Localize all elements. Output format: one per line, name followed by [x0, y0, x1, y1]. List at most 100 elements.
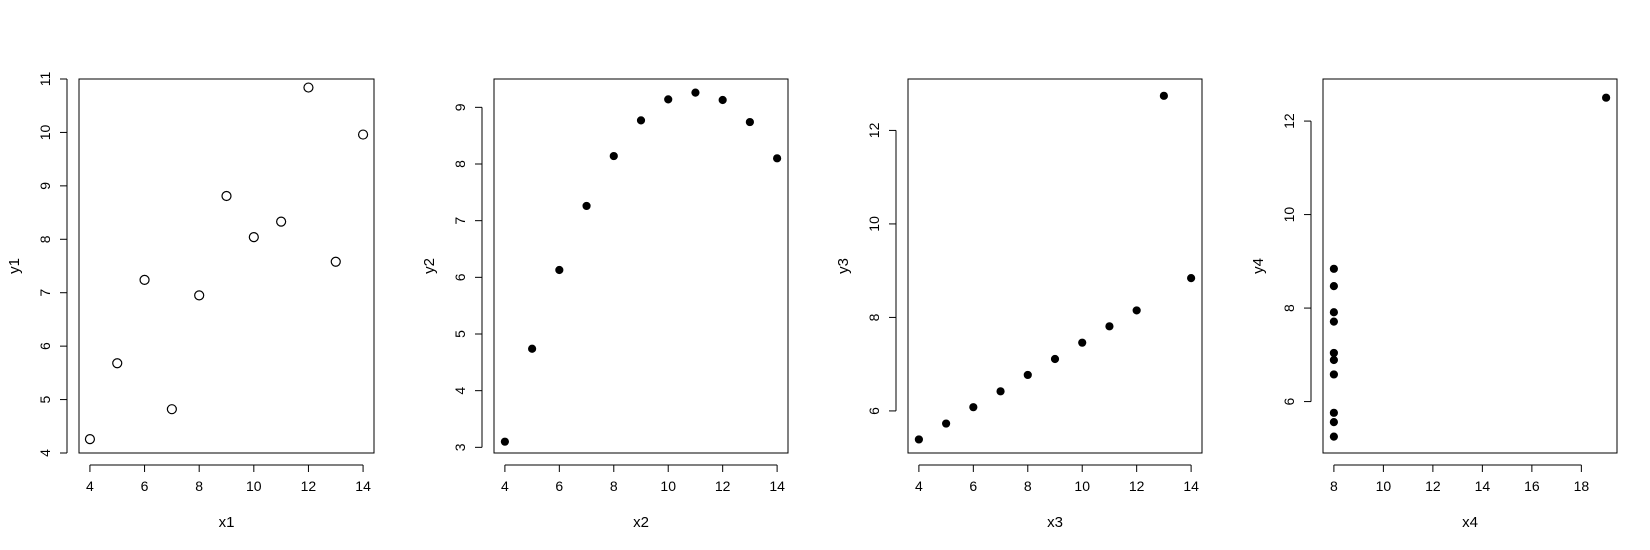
- x-tick-label: 8: [195, 478, 203, 494]
- data-point: [996, 387, 1005, 396]
- data-point: [636, 116, 646, 125]
- y-tick-label: 10: [37, 124, 53, 140]
- data-point: [1050, 354, 1060, 364]
- data-point: [1023, 370, 1032, 380]
- scatter-panel-1: 4 6 8 10 12 14 4 5 6 7 8 9 10 11 x1 y1: [6, 72, 375, 531]
- data-point: [1187, 274, 1196, 283]
- data-point: [357, 129, 369, 140]
- data-point: [1329, 408, 1338, 417]
- y-tick-label: 7: [37, 289, 53, 297]
- data-point: [194, 290, 205, 301]
- data-point: [718, 95, 727, 105]
- y-tick-label: 9: [452, 103, 468, 111]
- y-tick-label: 6: [866, 407, 882, 415]
- x-tick-label: 14: [355, 478, 371, 494]
- y-axis-label: y4: [1250, 258, 1267, 274]
- data-point: [1329, 264, 1338, 273]
- plot-frame: [1322, 78, 1618, 454]
- data-point: [942, 419, 951, 428]
- y-tick-label: 8: [866, 313, 882, 321]
- y-tick-label: 4: [452, 387, 468, 395]
- x-tick-label: 10: [246, 478, 262, 494]
- data-point: [773, 154, 782, 163]
- x-tick-label: 12: [1425, 478, 1441, 494]
- data-point: [1329, 355, 1338, 365]
- data-point: [914, 435, 923, 444]
- x-tick-label: 6: [555, 478, 563, 494]
- scatter-panel-4: 8 10 12 14 16 18 6 8 10 12 x4 y4: [1250, 78, 1618, 531]
- y-axis-label: y2: [421, 258, 438, 274]
- x-tick-label: 4: [501, 478, 509, 494]
- y-tick-label: 6: [452, 273, 468, 281]
- x-axis-label: x1: [219, 514, 235, 531]
- y-tick-label: 8: [37, 235, 53, 243]
- y-tick-label: 8: [1281, 304, 1297, 312]
- y-tick-label: 8: [452, 160, 468, 168]
- data-point: [1329, 348, 1338, 358]
- y-tick-label: 6: [37, 342, 53, 350]
- x-tick-label: 4: [915, 478, 923, 494]
- data-point: [1105, 322, 1114, 331]
- data-point: [1132, 306, 1141, 315]
- x-axis-label: x4: [1462, 514, 1478, 531]
- x-tick-label: 14: [1183, 478, 1199, 494]
- data-point: [112, 358, 123, 369]
- y-tick-label: 5: [37, 395, 53, 403]
- data-point: [555, 265, 564, 275]
- y-axis-label: y3: [835, 258, 852, 274]
- y-tick-label: 12: [1281, 113, 1297, 129]
- data-point: [969, 403, 978, 412]
- scatter-panel-3: 4 6 8 10 12 14 6 8 10 12 x3 y3: [835, 78, 1203, 531]
- y-tick-label: 10: [1281, 207, 1297, 223]
- y-tick-label: 12: [866, 122, 882, 138]
- x-tick-label: 4: [86, 478, 94, 494]
- plot-frame: [907, 78, 1203, 454]
- y-tick-label: 6: [1281, 397, 1297, 405]
- data-point: [1078, 338, 1087, 347]
- x-tick-label: 8: [610, 478, 618, 494]
- data-point: [664, 95, 673, 104]
- data-point: [528, 344, 537, 353]
- plot-frame: [493, 78, 789, 454]
- x-tick-label: 10: [1074, 478, 1090, 494]
- y-tick-label: 4: [37, 449, 53, 457]
- x-tick-label: 14: [769, 478, 785, 494]
- data-point: [221, 190, 232, 202]
- x-tick-label: 6: [141, 478, 149, 494]
- data-point: [330, 256, 341, 267]
- data-point: [139, 274, 150, 285]
- x-tick-label: 12: [301, 478, 317, 494]
- data-point: [1329, 308, 1338, 317]
- x-tick-label: 10: [660, 478, 676, 494]
- data-point: [609, 151, 618, 161]
- data-point: [1159, 91, 1168, 100]
- data-point: [745, 117, 754, 127]
- data-point: [166, 404, 177, 415]
- x-axis-label: x2: [633, 514, 649, 531]
- data-point: [1329, 317, 1338, 326]
- x-axis-label: x3: [1047, 514, 1063, 531]
- y-tick-label: 9: [37, 182, 53, 190]
- x-tick-label: 16: [1524, 478, 1540, 494]
- data-point: [1329, 370, 1338, 379]
- data-point: [691, 88, 700, 97]
- x-tick-label: 6: [969, 478, 977, 494]
- x-tick-label: 14: [1475, 478, 1491, 494]
- data-point: [1329, 432, 1338, 441]
- x-tick-label: 18: [1574, 478, 1590, 494]
- y-tick-label: 5: [452, 330, 468, 338]
- x-tick-label: 8: [1330, 478, 1338, 494]
- y-axis-label: y1: [6, 258, 23, 274]
- data-point: [276, 216, 287, 227]
- data-point: [500, 437, 509, 446]
- x-tick-label: 12: [1129, 478, 1145, 494]
- scatter-panel-2: 4 6 8 10 12 14 3 4 5 6 7 8 9 x2 y2: [421, 78, 789, 531]
- plot-frame: [78, 78, 375, 454]
- y-tick-label: 10: [866, 216, 882, 232]
- x-tick-label: 10: [1376, 478, 1392, 494]
- data-point: [303, 82, 314, 93]
- data-point: [84, 434, 96, 445]
- x-tick-label: 8: [1024, 478, 1032, 494]
- data-point: [1602, 93, 1611, 102]
